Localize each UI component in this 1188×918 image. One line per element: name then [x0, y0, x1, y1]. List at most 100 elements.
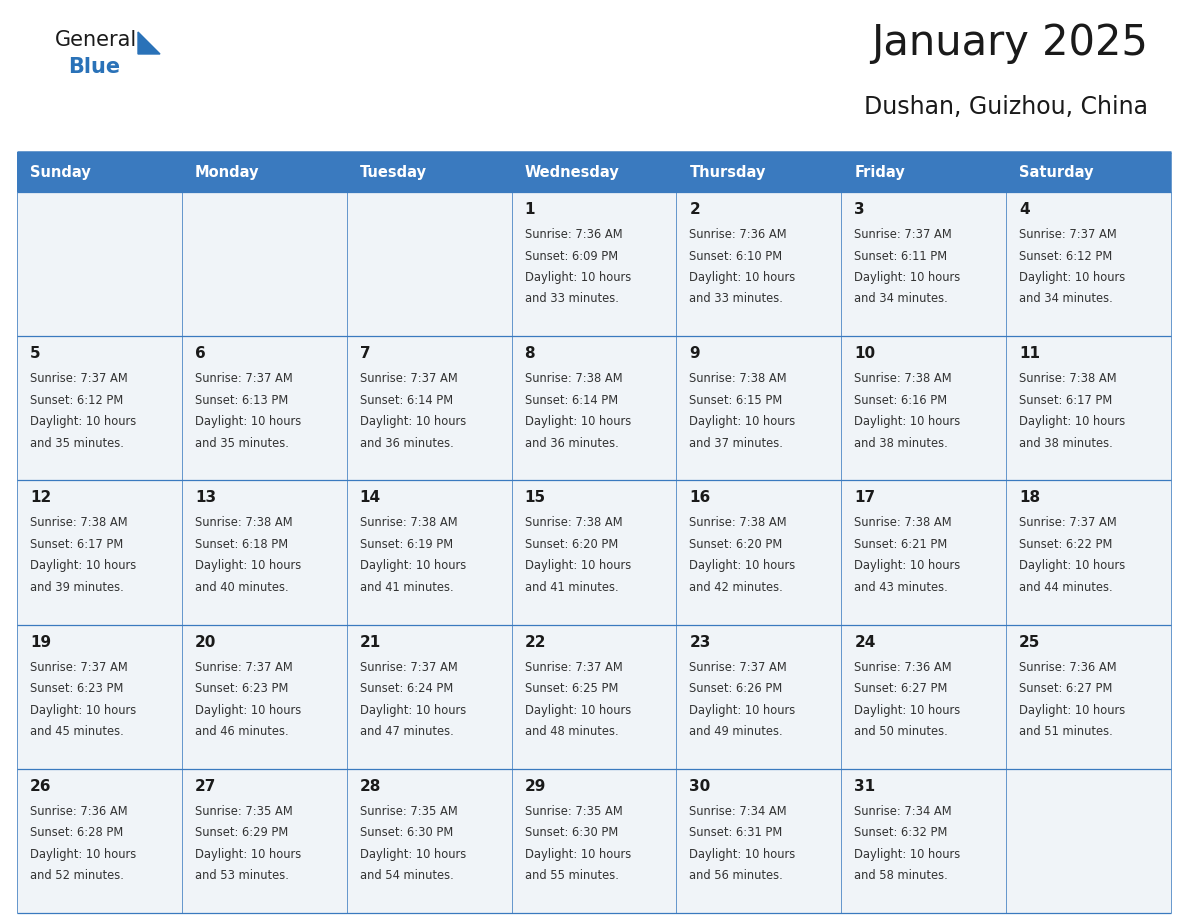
Bar: [17, 624, 182, 768]
Bar: [347, 192, 512, 336]
Text: Sunset: 6:14 PM: Sunset: 6:14 PM: [360, 394, 453, 407]
Text: Sunrise: 7:37 AM: Sunrise: 7:37 AM: [1019, 228, 1117, 241]
Text: Sunset: 6:14 PM: Sunset: 6:14 PM: [525, 394, 618, 407]
Bar: [347, 624, 512, 768]
Bar: [841, 480, 1006, 624]
Text: 12: 12: [30, 490, 51, 506]
Text: and 48 minutes.: and 48 minutes.: [525, 725, 618, 738]
Text: and 54 minutes.: and 54 minutes.: [360, 869, 454, 882]
Bar: [1006, 192, 1171, 336]
Text: Monday: Monday: [195, 164, 259, 180]
Text: Daylight: 10 hours: Daylight: 10 hours: [30, 415, 137, 428]
Text: 25: 25: [1019, 634, 1041, 650]
Bar: [347, 768, 512, 913]
Text: Sunrise: 7:38 AM: Sunrise: 7:38 AM: [1019, 372, 1117, 386]
Text: Sunrise: 7:37 AM: Sunrise: 7:37 AM: [525, 661, 623, 674]
Text: and 44 minutes.: and 44 minutes.: [1019, 581, 1113, 594]
Text: Sunrise: 7:38 AM: Sunrise: 7:38 AM: [360, 517, 457, 530]
Text: and 56 minutes.: and 56 minutes.: [689, 869, 783, 882]
Text: Daylight: 10 hours: Daylight: 10 hours: [854, 271, 961, 284]
Text: Daylight: 10 hours: Daylight: 10 hours: [360, 703, 466, 717]
Bar: [182, 152, 347, 192]
Text: Sunrise: 7:38 AM: Sunrise: 7:38 AM: [854, 517, 952, 530]
Bar: [17, 768, 182, 913]
Text: Sunrise: 7:37 AM: Sunrise: 7:37 AM: [195, 372, 292, 386]
Bar: [347, 336, 512, 480]
Bar: [1006, 152, 1171, 192]
Bar: [512, 624, 676, 768]
Text: Daylight: 10 hours: Daylight: 10 hours: [1019, 703, 1125, 717]
Text: Sunset: 6:26 PM: Sunset: 6:26 PM: [689, 682, 783, 695]
Text: 22: 22: [525, 634, 546, 650]
Text: and 35 minutes.: and 35 minutes.: [30, 437, 124, 450]
Text: and 47 minutes.: and 47 minutes.: [360, 725, 454, 738]
Text: January 2025: January 2025: [871, 22, 1148, 64]
Bar: [182, 768, 347, 913]
Text: and 43 minutes.: and 43 minutes.: [854, 581, 948, 594]
Text: 26: 26: [30, 778, 51, 794]
Text: Sunrise: 7:38 AM: Sunrise: 7:38 AM: [525, 372, 623, 386]
Text: Daylight: 10 hours: Daylight: 10 hours: [360, 559, 466, 573]
Text: 19: 19: [30, 634, 51, 650]
Text: Sunset: 6:18 PM: Sunset: 6:18 PM: [195, 538, 287, 551]
Text: and 45 minutes.: and 45 minutes.: [30, 725, 124, 738]
Text: Sunset: 6:27 PM: Sunset: 6:27 PM: [1019, 682, 1112, 695]
Text: 18: 18: [1019, 490, 1041, 506]
Text: 8: 8: [525, 346, 536, 361]
Text: Sunrise: 7:36 AM: Sunrise: 7:36 AM: [525, 228, 623, 241]
Text: Sunset: 6:19 PM: Sunset: 6:19 PM: [360, 538, 453, 551]
Text: Sunset: 6:13 PM: Sunset: 6:13 PM: [195, 394, 289, 407]
Text: Sunset: 6:10 PM: Sunset: 6:10 PM: [689, 250, 783, 263]
Bar: [182, 480, 347, 624]
Text: Sunrise: 7:35 AM: Sunrise: 7:35 AM: [195, 805, 292, 818]
Text: Daylight: 10 hours: Daylight: 10 hours: [525, 848, 631, 861]
Text: Daylight: 10 hours: Daylight: 10 hours: [30, 703, 137, 717]
Text: 31: 31: [854, 778, 876, 794]
Text: 4: 4: [1019, 202, 1030, 217]
Text: Tuesday: Tuesday: [360, 164, 426, 180]
Text: 29: 29: [525, 778, 546, 794]
Bar: [17, 336, 182, 480]
Text: 2: 2: [689, 202, 700, 217]
Text: Daylight: 10 hours: Daylight: 10 hours: [689, 415, 796, 428]
Bar: [512, 336, 676, 480]
Text: Wednesday: Wednesday: [525, 164, 619, 180]
Text: Sunset: 6:30 PM: Sunset: 6:30 PM: [525, 826, 618, 839]
Bar: [182, 624, 347, 768]
Text: Sunset: 6:30 PM: Sunset: 6:30 PM: [360, 826, 453, 839]
Bar: [1006, 336, 1171, 480]
Text: Sunday: Sunday: [30, 164, 90, 180]
Bar: [841, 336, 1006, 480]
Text: Sunrise: 7:34 AM: Sunrise: 7:34 AM: [689, 805, 788, 818]
Text: and 34 minutes.: and 34 minutes.: [1019, 293, 1113, 306]
Text: and 37 minutes.: and 37 minutes.: [689, 437, 783, 450]
Bar: [676, 192, 841, 336]
Text: Daylight: 10 hours: Daylight: 10 hours: [195, 559, 301, 573]
Bar: [841, 152, 1006, 192]
Bar: [182, 192, 347, 336]
Text: 1: 1: [525, 202, 535, 217]
Text: and 49 minutes.: and 49 minutes.: [689, 725, 783, 738]
Text: 30: 30: [689, 778, 710, 794]
Text: Sunrise: 7:38 AM: Sunrise: 7:38 AM: [854, 372, 952, 386]
Text: Dushan, Guizhou, China: Dushan, Guizhou, China: [864, 95, 1148, 119]
Text: and 35 minutes.: and 35 minutes.: [195, 437, 289, 450]
Text: Sunset: 6:21 PM: Sunset: 6:21 PM: [854, 538, 948, 551]
Text: and 33 minutes.: and 33 minutes.: [525, 293, 619, 306]
Text: and 36 minutes.: and 36 minutes.: [525, 437, 618, 450]
Bar: [676, 624, 841, 768]
Text: and 36 minutes.: and 36 minutes.: [360, 437, 454, 450]
Text: Sunset: 6:15 PM: Sunset: 6:15 PM: [689, 394, 783, 407]
Text: Sunrise: 7:36 AM: Sunrise: 7:36 AM: [30, 805, 127, 818]
Text: 9: 9: [689, 346, 700, 361]
Text: 16: 16: [689, 490, 710, 506]
Text: Sunrise: 7:37 AM: Sunrise: 7:37 AM: [1019, 517, 1117, 530]
Text: and 42 minutes.: and 42 minutes.: [689, 581, 783, 594]
Text: Daylight: 10 hours: Daylight: 10 hours: [30, 848, 137, 861]
Text: Daylight: 10 hours: Daylight: 10 hours: [360, 848, 466, 861]
Text: 6: 6: [195, 346, 206, 361]
Bar: [17, 192, 182, 336]
Text: Sunset: 6:22 PM: Sunset: 6:22 PM: [1019, 538, 1112, 551]
Text: Daylight: 10 hours: Daylight: 10 hours: [30, 559, 137, 573]
Text: 20: 20: [195, 634, 216, 650]
